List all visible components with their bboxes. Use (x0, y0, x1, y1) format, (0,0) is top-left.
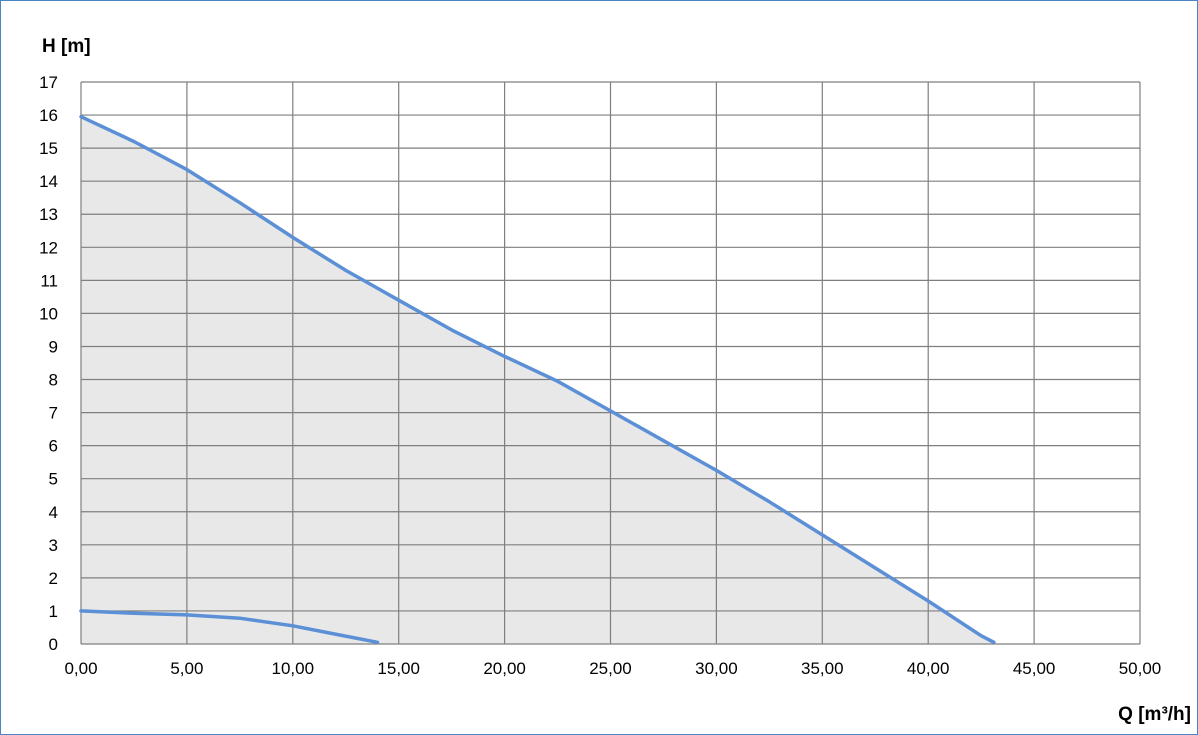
y-tick-label: 3 (49, 536, 58, 555)
y-tick-label: 6 (49, 437, 58, 456)
y-axis-title: H [m] (42, 36, 91, 57)
series-2-line (79, 609, 380, 645)
x-tick-label: 10,00 (272, 659, 315, 678)
y-tick-label: 12 (39, 238, 58, 257)
x-tick-label: 50,00 (1119, 659, 1162, 678)
x-tick-label: 0,00 (64, 659, 97, 678)
y-tick-label: 8 (49, 371, 58, 390)
y-tick-label: 17 (39, 73, 58, 92)
y-tick-label: 5 (49, 470, 58, 489)
y-tick-label: 4 (49, 503, 58, 522)
x-tick-label: 5,00 (170, 659, 203, 678)
y-tick-label: 13 (39, 205, 58, 224)
fill-layer (81, 116, 994, 644)
series-1-line (79, 114, 996, 645)
y-tick-label: 14 (39, 172, 58, 191)
x-tick-label: 30,00 (695, 659, 738, 678)
series-1-area (81, 116, 994, 644)
y-tick-label: 9 (49, 337, 58, 356)
x-tick-label: 25,00 (589, 659, 632, 678)
y-tick-label: 0 (49, 635, 58, 654)
y-tick-label: 11 (40, 271, 58, 290)
x-axis-title: Q [m³/h] (1118, 704, 1191, 725)
series-layer (79, 114, 996, 645)
x-tick-label: 45,00 (1013, 659, 1056, 678)
y-tick-label: 10 (39, 304, 58, 323)
x-tick-label: 15,00 (377, 659, 420, 678)
y-tick-label: 15 (39, 139, 58, 158)
x-tick-label: 35,00 (801, 659, 844, 678)
y-tick-label: 16 (39, 106, 58, 125)
y-tick-label: 1 (49, 602, 58, 621)
x-tick-label: 40,00 (907, 659, 950, 678)
x-tick-label: 20,00 (483, 659, 526, 678)
y-tick-label: 7 (49, 404, 58, 423)
y-tick-label: 2 (49, 569, 58, 588)
x-tick-labels: 0,00 5,00 10,00 15,00 20,00 25,00 30,00 35,00 40… (64, 659, 1161, 678)
